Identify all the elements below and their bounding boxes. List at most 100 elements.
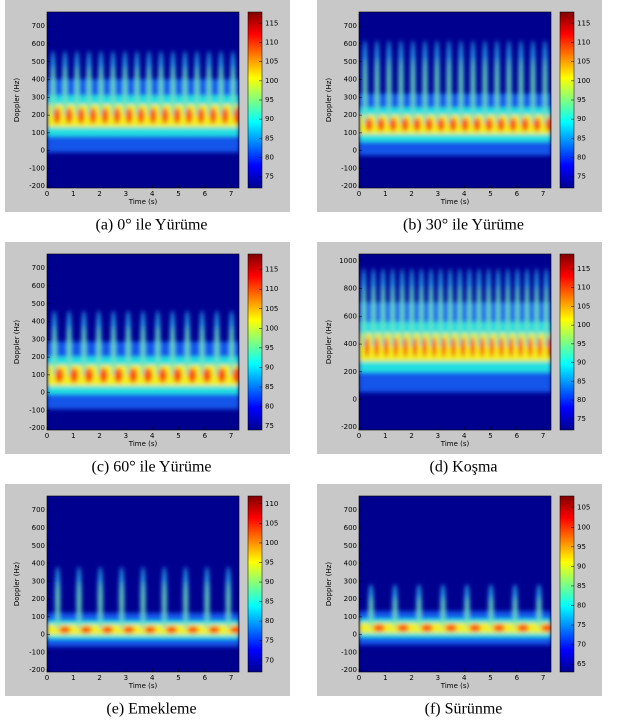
burst-core bbox=[67, 325, 71, 373]
x-tick-label: 1 bbox=[71, 190, 75, 198]
x-tick-label: 7 bbox=[541, 432, 545, 440]
y-tick-label: -100 bbox=[29, 164, 45, 172]
x-tick-label: 5 bbox=[488, 190, 492, 198]
x-tick-label: 6 bbox=[515, 674, 520, 682]
x-tick-label: 6 bbox=[515, 190, 520, 198]
colorbar-tick-label: 90 bbox=[577, 359, 586, 367]
colorbar-tick-label: 80 bbox=[577, 602, 586, 610]
burst-core bbox=[417, 596, 421, 628]
y-tick-label: -200 bbox=[341, 182, 357, 190]
x-tick-label: 3 bbox=[124, 674, 128, 682]
hot-spot bbox=[365, 117, 373, 132]
x-tick-label: 5 bbox=[488, 674, 492, 682]
burst-core bbox=[369, 596, 373, 628]
y-axis-label: Doppler (Hz) bbox=[13, 562, 21, 607]
burst-core bbox=[147, 66, 151, 113]
y-tick-label: 500 bbox=[32, 300, 45, 308]
hot-spot bbox=[143, 368, 153, 383]
burst-core bbox=[111, 66, 115, 113]
spectrogram bbox=[47, 254, 239, 430]
hot-spot bbox=[173, 107, 181, 124]
hot-spot bbox=[377, 117, 385, 132]
colorbar-tick-label: 115 bbox=[265, 19, 278, 27]
spectrogram-blobs bbox=[47, 310, 239, 410]
colorbar-tick-label: 100 bbox=[265, 539, 278, 547]
colorbar-tick-label: 75 bbox=[265, 422, 274, 430]
y-tick-label: 100 bbox=[32, 371, 45, 379]
burst-core bbox=[183, 66, 187, 113]
hot-spot bbox=[533, 117, 541, 132]
colorbar-tick-label: 105 bbox=[577, 58, 590, 66]
burst-core bbox=[98, 581, 102, 627]
y-tick-label: 400 bbox=[32, 76, 45, 84]
y-tick-label: 100 bbox=[32, 129, 45, 137]
burst-core bbox=[459, 58, 463, 119]
hot-spot bbox=[397, 624, 409, 632]
spectrogram bbox=[359, 496, 551, 672]
y-tick-label: 600 bbox=[32, 282, 45, 290]
hot-spot bbox=[123, 626, 135, 634]
x-tick-label: 7 bbox=[229, 190, 233, 198]
burst-core bbox=[468, 285, 471, 342]
colorbar-tick-label: 90 bbox=[265, 578, 274, 586]
colorbar-tick-label: 110 bbox=[265, 285, 278, 293]
colorbar-tick-label: 100 bbox=[265, 77, 278, 85]
spectrogram-blobs bbox=[47, 566, 239, 647]
hot-spot bbox=[84, 368, 93, 383]
y-tick-label: 100 bbox=[32, 613, 45, 621]
y-tick-label: 700 bbox=[344, 22, 357, 30]
spectrogram-blobs bbox=[359, 40, 551, 156]
colorbar-tick-label: 85 bbox=[577, 582, 586, 590]
x-tick-label: 6 bbox=[515, 432, 520, 440]
y-axis-label: Doppler (Hz) bbox=[13, 78, 21, 123]
x-axis-label: Time (s) bbox=[440, 440, 470, 448]
hot-spot bbox=[541, 624, 551, 632]
y-tick-label: -200 bbox=[29, 182, 45, 190]
y-tick-label: 0 bbox=[41, 389, 45, 397]
y-tick-label: 700 bbox=[32, 22, 45, 30]
hot-spot bbox=[497, 117, 505, 132]
burst-core bbox=[97, 325, 101, 373]
x-tick-label: 5 bbox=[488, 432, 492, 440]
y-tick-label: 500 bbox=[32, 58, 45, 66]
y-tick-label: 200 bbox=[32, 353, 45, 361]
hot-spot bbox=[517, 624, 529, 632]
axes-frame bbox=[46, 253, 240, 431]
burst-core bbox=[525, 285, 529, 342]
y-tick-label: -100 bbox=[29, 406, 45, 414]
y-tick-label: 200 bbox=[344, 595, 357, 603]
x-tick-label: 5 bbox=[176, 674, 180, 682]
hot-spot bbox=[208, 626, 220, 634]
y-tick-label: -200 bbox=[29, 424, 45, 432]
burst-core bbox=[531, 58, 535, 119]
x-tick-label: 0 bbox=[45, 190, 49, 198]
panel: -200 -100 0 100 200 300 400 500 600 700 0 1 2 3 4 5 6 7 Ti… bbox=[5, 242, 290, 476]
colorbar-tick-label: 90 bbox=[577, 115, 586, 123]
x-tick-label: 2 bbox=[409, 190, 413, 198]
colorbar-tick-label: 65 bbox=[577, 660, 586, 668]
burst-core bbox=[477, 285, 481, 342]
hot-spot bbox=[518, 337, 523, 358]
hot-spot bbox=[469, 624, 481, 632]
colorbar-tick-label: 90 bbox=[265, 115, 274, 123]
hot-spot bbox=[165, 626, 178, 634]
hot-spot bbox=[217, 368, 226, 383]
hot-spot bbox=[509, 117, 517, 132]
x-tick-label: 0 bbox=[45, 432, 49, 440]
y-tick-label: 600 bbox=[344, 524, 357, 532]
x-tick-label: 3 bbox=[436, 432, 440, 440]
hot-spot bbox=[393, 337, 399, 358]
y-tick-label: 1000 bbox=[339, 257, 357, 265]
x-tick-label: 2 bbox=[97, 432, 101, 440]
colorbar-tick-label: 75 bbox=[577, 173, 586, 181]
y-tick-label: 300 bbox=[32, 577, 45, 585]
x-tick-label: 4 bbox=[150, 432, 155, 440]
burst-core bbox=[393, 596, 397, 628]
colorbar-tick-label: 110 bbox=[577, 39, 590, 47]
x-tick-label: 3 bbox=[124, 190, 128, 198]
hot-spot bbox=[53, 107, 61, 124]
hot-spot bbox=[479, 337, 485, 358]
hot-spot bbox=[209, 107, 217, 124]
hot-spot bbox=[129, 368, 138, 383]
